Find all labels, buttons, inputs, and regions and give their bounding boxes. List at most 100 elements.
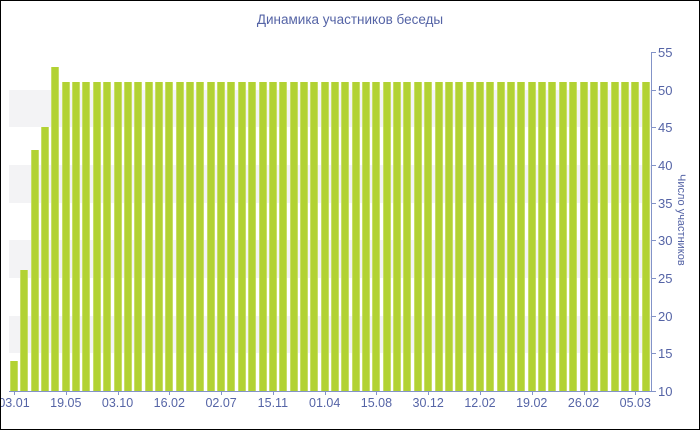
bar — [61, 82, 70, 391]
y-axis-tick — [652, 202, 656, 204]
bar — [579, 82, 588, 391]
x-axis-tick — [65, 391, 67, 395]
bar — [610, 82, 619, 391]
y-axis-tick — [652, 89, 656, 91]
bar — [113, 82, 122, 391]
bar — [20, 270, 29, 391]
bar — [206, 82, 215, 391]
bar — [144, 82, 153, 391]
bar — [641, 82, 650, 391]
bar — [631, 82, 640, 391]
y-axis-tick-label: 55 — [658, 45, 673, 60]
bar — [434, 82, 443, 391]
bar — [496, 82, 505, 391]
bar — [424, 82, 433, 391]
y-axis-line — [651, 52, 652, 392]
bar — [165, 82, 174, 391]
bar — [362, 82, 371, 391]
y-axis-tick — [652, 240, 656, 242]
bar — [569, 82, 578, 391]
bar — [268, 82, 277, 391]
x-axis-tick — [324, 391, 326, 395]
y-axis-tick — [652, 315, 656, 317]
bar — [507, 82, 516, 391]
x-axis-tick — [635, 391, 637, 395]
y-axis-tick — [652, 165, 656, 166]
x-axis-line — [9, 391, 651, 392]
bar — [310, 82, 319, 391]
bar — [186, 82, 195, 391]
bar — [279, 82, 288, 391]
y-axis-tick — [652, 353, 656, 355]
bar — [10, 360, 18, 391]
bar — [351, 82, 360, 391]
x-axis-tick-label: 02.07 — [205, 396, 237, 410]
x-axis-tick-label: 15.11 — [257, 396, 289, 410]
bar — [289, 82, 298, 391]
bar — [103, 82, 112, 391]
bar — [227, 82, 236, 391]
bar — [455, 82, 464, 391]
y-axis-tick-label: 25 — [658, 271, 673, 286]
y-axis-title: Число участников — [675, 173, 687, 266]
bar — [196, 82, 205, 391]
bar — [558, 82, 567, 391]
y-axis-tick-label: 10 — [658, 384, 673, 399]
bar — [248, 82, 257, 391]
x-axis-tick — [169, 391, 171, 395]
x-axis-tick-label: 16.02 — [153, 396, 185, 410]
bar — [41, 127, 50, 391]
bar — [237, 82, 246, 391]
y-axis-tick — [652, 127, 656, 129]
y-axis-tick-label: 45 — [658, 120, 673, 136]
y-axis-tick-label: 20 — [658, 308, 673, 324]
plot-area — [9, 52, 651, 391]
bar — [217, 82, 226, 391]
bar — [154, 82, 163, 391]
bar — [589, 82, 598, 391]
x-axis-tick — [117, 391, 119, 395]
bar — [320, 82, 329, 391]
bar — [258, 82, 267, 391]
x-axis-tick-label: 19.05 — [50, 396, 82, 410]
bar — [538, 82, 547, 391]
bar — [393, 82, 402, 391]
y-axis-tick — [652, 52, 656, 53]
x-axis-tick-label: 15.08 — [360, 396, 393, 410]
bar — [413, 82, 422, 391]
x-axis-tick — [479, 391, 481, 395]
bar — [475, 82, 484, 391]
bar — [382, 82, 391, 391]
x-axis-tick — [272, 391, 274, 395]
x-axis-tick-label: 30.12 — [412, 396, 444, 410]
x-axis-tick — [531, 391, 533, 395]
bar — [92, 82, 101, 391]
bar — [299, 82, 308, 391]
bar — [600, 82, 609, 391]
y-axis-tick-label: 50 — [658, 82, 673, 98]
x-axis-tick-label: 03.10 — [101, 396, 134, 410]
x-axis-tick — [428, 391, 430, 395]
y-axis-tick-label: 40 — [658, 158, 673, 173]
x-axis-tick — [583, 391, 585, 395]
chart-title: Динамика участников беседы — [256, 12, 444, 27]
y-axis-tick — [652, 278, 656, 279]
bar — [444, 82, 453, 391]
x-axis-tick-label: 01.04 — [309, 396, 341, 410]
x-axis-tick — [376, 391, 378, 395]
bar — [403, 82, 412, 391]
x-axis-tick-label: 05.03 — [619, 396, 651, 410]
bar — [331, 82, 339, 391]
y-axis-tick-label: 30 — [658, 233, 673, 249]
y-axis-tick-label: 15 — [658, 346, 673, 362]
bar — [620, 82, 629, 391]
bar — [465, 82, 474, 391]
bar — [372, 82, 381, 391]
bar — [30, 149, 39, 391]
bar — [51, 67, 60, 391]
bar — [82, 82, 91, 391]
bar — [134, 82, 143, 391]
x-axis-tick-label: 26.02 — [567, 396, 600, 410]
x-axis-tick-label: 19.02 — [516, 396, 548, 410]
